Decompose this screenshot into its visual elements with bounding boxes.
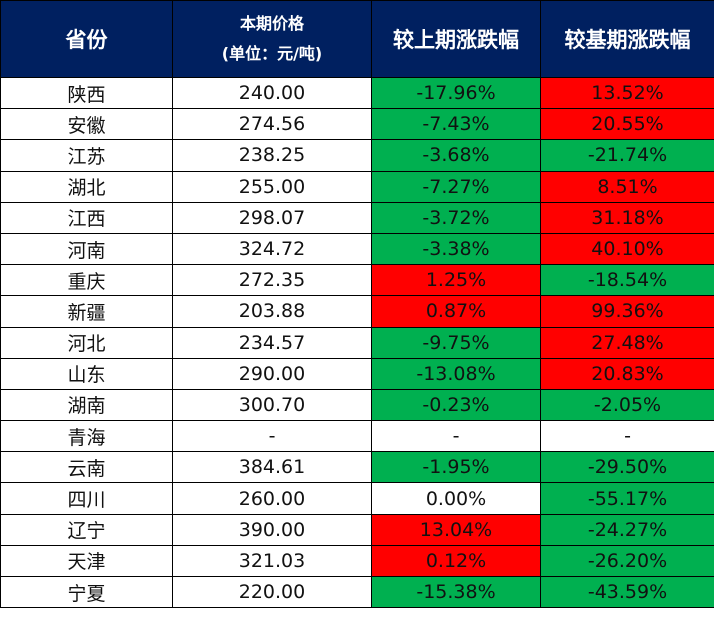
price-cell: 272.35 — [172, 264, 372, 297]
price-cell: 255.00 — [172, 170, 372, 203]
province-cell: 青海 — [0, 420, 173, 453]
vs-base-cell: 13.52% — [540, 76, 714, 110]
vs-base-cell: 20.55% — [540, 108, 714, 141]
vs-base-cell: -55.17% — [540, 482, 714, 515]
table-row: 新疆 203.88 0.87% 99.36% — [0, 295, 714, 328]
vs-base-cell: -21.74% — [540, 139, 714, 172]
vs-base-cell: 20.83% — [540, 357, 714, 390]
vs-base-cell: - — [540, 420, 714, 453]
header-price-line1: 本期价格 — [239, 14, 304, 33]
price-cell: 220.00 — [172, 575, 372, 609]
province-cell: 重庆 — [0, 264, 173, 297]
table-row: 陕西 240.00 -17.96% 13.52% — [0, 76, 714, 110]
province-cell: 江苏 — [0, 139, 173, 172]
vs-prev-cell: 13.04% — [371, 513, 541, 546]
price-cell: 384.61 — [172, 451, 372, 484]
header-vs-base: 较基期涨跌幅 — [540, 0, 714, 78]
vs-base-cell: 40.10% — [540, 232, 714, 266]
vs-base-cell: 99.36% — [540, 295, 714, 328]
table-row: 河南 324.72 -3.38% 40.10% — [0, 232, 714, 266]
price-cell: - — [172, 420, 372, 453]
vs-prev-cell: -7.27% — [371, 170, 541, 203]
price-cell: 300.70 — [172, 388, 372, 422]
price-cell: 321.03 — [172, 544, 372, 578]
province-cell: 湖南 — [0, 388, 173, 422]
vs-base-cell: -26.20% — [540, 544, 714, 578]
vs-prev-cell: -0.23% — [371, 388, 541, 422]
table-row: 青海 - - - — [0, 420, 714, 453]
vs-prev-cell: - — [371, 420, 541, 453]
table-row: 天津 321.03 0.12% -26.20% — [0, 544, 714, 578]
price-cell: 290.00 — [172, 357, 372, 390]
vs-base-cell: 27.48% — [540, 326, 714, 359]
province-cell: 宁夏 — [0, 575, 173, 609]
header-row: 省份 本期价格 (单位：元/吨) 较上期涨跌幅 较基期涨跌幅 — [0, 0, 714, 78]
table-row: 江苏 238.25 -3.68% -21.74% — [0, 139, 714, 172]
province-cell: 山东 — [0, 357, 173, 390]
table-row: 河北 234.57 -9.75% 27.48% — [0, 326, 714, 359]
province-cell: 河北 — [0, 326, 173, 359]
table-row: 湖南 300.70 -0.23% -2.05% — [0, 388, 714, 422]
province-cell: 安徽 — [0, 108, 173, 141]
vs-prev-cell: -17.96% — [371, 76, 541, 110]
vs-base-cell: -24.27% — [540, 513, 714, 546]
vs-prev-cell: -7.43% — [371, 108, 541, 141]
table-row: 辽宁 390.00 13.04% -24.27% — [0, 513, 714, 546]
vs-base-cell: -29.50% — [540, 451, 714, 484]
vs-prev-cell: -3.68% — [371, 139, 541, 172]
vs-prev-cell: -13.08% — [371, 357, 541, 390]
vs-base-cell: -43.59% — [540, 575, 714, 609]
table-row: 重庆 272.35 1.25% -18.54% — [0, 264, 714, 297]
vs-base-cell: 31.18% — [540, 201, 714, 234]
table-row: 四川 260.00 0.00% -55.17% — [0, 482, 714, 515]
province-cell: 云南 — [0, 451, 173, 484]
vs-prev-cell: 0.87% — [371, 295, 541, 328]
price-cell: 274.56 — [172, 108, 372, 141]
province-cell: 新疆 — [0, 295, 173, 328]
price-cell: 298.07 — [172, 201, 372, 234]
vs-prev-cell: -1.95% — [371, 451, 541, 484]
table-row: 江西 298.07 -3.72% 31.18% — [0, 201, 714, 234]
province-cell: 辽宁 — [0, 513, 173, 546]
vs-base-cell: 8.51% — [540, 170, 714, 203]
vs-prev-cell: -3.38% — [371, 232, 541, 266]
price-cell: 240.00 — [172, 76, 372, 110]
vs-prev-cell: -9.75% — [371, 326, 541, 359]
province-cell: 湖北 — [0, 170, 173, 203]
header-province: 省份 — [0, 0, 173, 78]
vs-base-cell: -18.54% — [540, 264, 714, 297]
vs-prev-cell: 1.25% — [371, 264, 541, 297]
table-row: 湖北 255.00 -7.27% 8.51% — [0, 170, 714, 203]
header-price: 本期价格 (单位：元/吨) — [172, 0, 372, 78]
province-cell: 四川 — [0, 482, 173, 515]
table-row: 山东 290.00 -13.08% 20.83% — [0, 357, 714, 390]
table-row: 安徽 274.56 -7.43% 20.55% — [0, 108, 714, 141]
header-price-line2: (单位：元/吨) — [221, 44, 323, 63]
price-cell: 203.88 — [172, 295, 372, 328]
province-cell: 天津 — [0, 544, 173, 578]
price-cell: 238.25 — [172, 139, 372, 172]
province-cell: 陕西 — [0, 76, 173, 110]
vs-prev-cell: -3.72% — [371, 201, 541, 234]
header-vs-prev: 较上期涨跌幅 — [371, 0, 541, 78]
price-cell: 324.72 — [172, 232, 372, 266]
vs-prev-cell: 0.00% — [371, 482, 541, 515]
table-row: 云南 384.61 -1.95% -29.50% — [0, 451, 714, 484]
price-cell: 234.57 — [172, 326, 372, 359]
price-cell: 390.00 — [172, 513, 372, 546]
table-row: 宁夏 220.00 -15.38% -43.59% — [0, 575, 714, 609]
vs-prev-cell: -15.38% — [371, 575, 541, 609]
province-cell: 河南 — [0, 232, 173, 266]
vs-base-cell: -2.05% — [540, 388, 714, 422]
province-cell: 江西 — [0, 201, 173, 234]
vs-prev-cell: 0.12% — [371, 544, 541, 578]
price-cell: 260.00 — [172, 482, 372, 515]
